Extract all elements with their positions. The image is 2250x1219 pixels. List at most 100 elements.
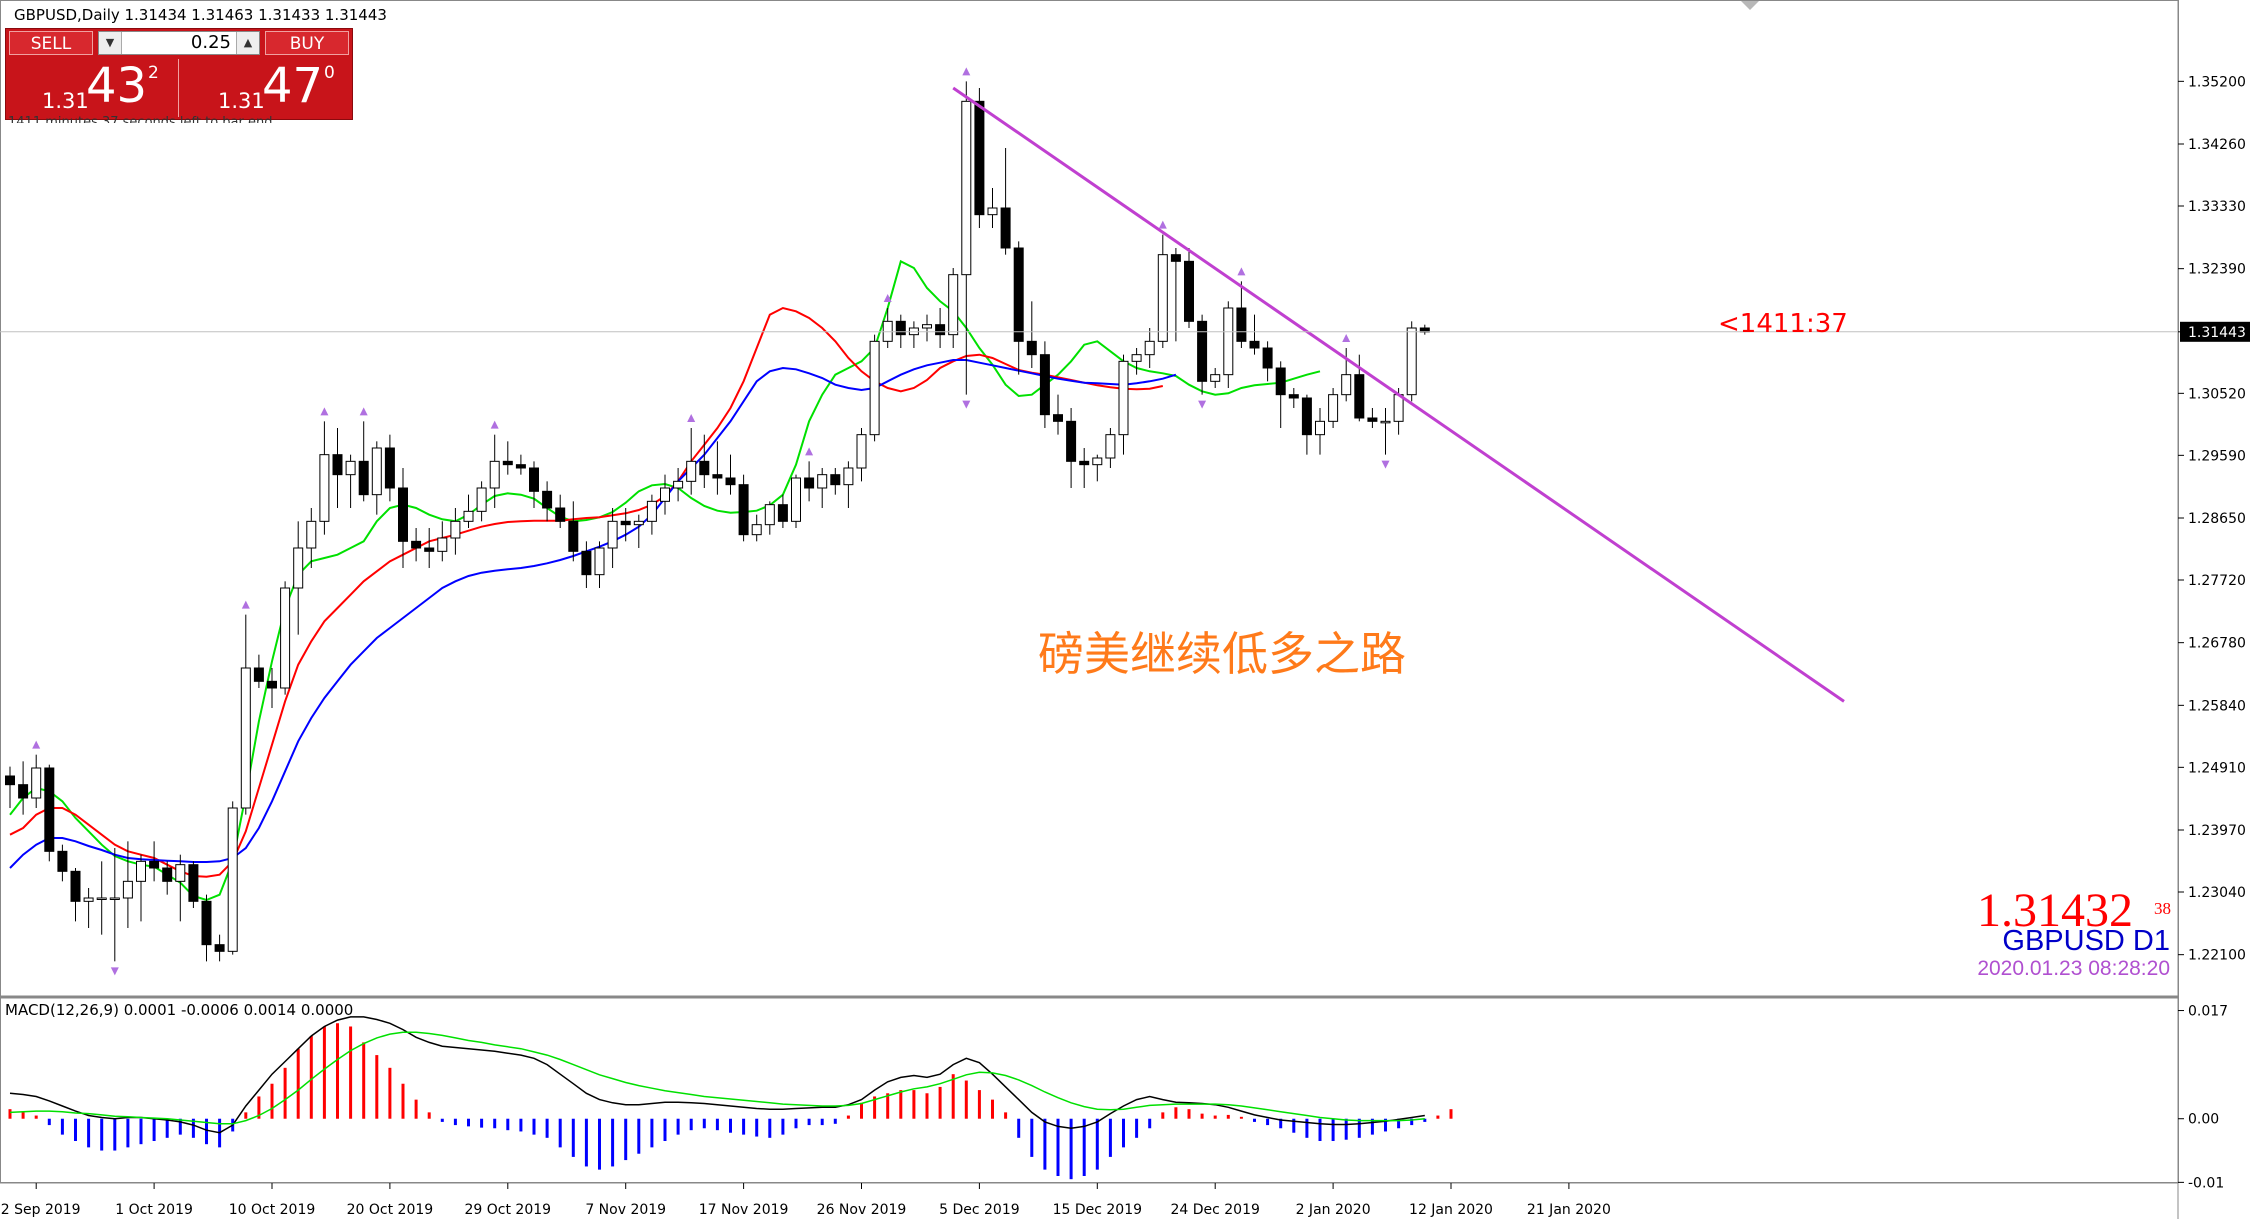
candle-bull	[791, 477, 801, 522]
lot-size-field[interactable]: ▼ 0.25 ▲	[98, 31, 260, 55]
lot-size-value[interactable]: 0.25	[190, 32, 231, 53]
candle-bear	[515, 464, 526, 469]
chart-header: GBPUSD,Daily 1.31434 1.31463 1.31433 1.3…	[14, 6, 387, 24]
lot-increase-icon[interactable]: ▲	[236, 32, 259, 54]
sell-price[interactable]: 1.31 43 2	[8, 59, 179, 117]
buy-price[interactable]: 1.31 47 0	[184, 59, 354, 117]
price-tick-label: 1.26780	[2188, 636, 2246, 652]
current-price-box	[2180, 321, 2250, 342]
macd-signal-line	[9, 1031, 1425, 1125]
macd-tick-label: -0.01	[2188, 1175, 2224, 1191]
current-price-big: 1.31432	[1977, 884, 2133, 937]
countdown-label: <1411:37	[1718, 309, 1848, 339]
candle-bear	[974, 100, 985, 216]
candle-bull	[686, 460, 697, 482]
fractal-up-marker	[359, 407, 368, 416]
candle-bear	[424, 547, 435, 552]
fractal-up-marker	[805, 447, 814, 456]
candle-bull	[1105, 434, 1116, 459]
candle-bull	[1406, 327, 1417, 396]
macd-tick-label: 0.017	[2188, 1004, 2228, 1020]
current-price-sup: 38	[2154, 899, 2171, 918]
candle-bear	[1262, 347, 1273, 369]
datetime-label: 2020.01.23 08:28:20	[1977, 957, 2170, 980]
candle-bull	[1393, 394, 1404, 422]
time-tick-label: 10 Oct 2019	[229, 1202, 316, 1218]
sell-button[interactable]: SELL	[9, 31, 93, 55]
candle-bear	[699, 460, 710, 476]
candle-bull	[122, 880, 133, 899]
chart-shift-marker[interactable]	[1741, 1, 1759, 10]
candle-bull	[961, 100, 972, 276]
fractal-up-marker	[1158, 220, 1167, 229]
candle-bear	[1170, 254, 1181, 262]
candle-bear	[1039, 354, 1050, 416]
trendline[interactable]	[952, 86, 1845, 703]
candle-bull	[646, 500, 657, 522]
candle-bull	[948, 274, 959, 336]
fractal-up-marker	[320, 407, 329, 416]
price-tick-label: 1.34260	[2188, 137, 2246, 153]
candle-bear	[1236, 307, 1247, 342]
candle-bull	[463, 510, 474, 522]
candle-bull	[751, 524, 762, 536]
candle-bear	[1275, 367, 1286, 396]
candle-bear	[57, 850, 68, 872]
candle-bear	[214, 944, 225, 952]
candle-bear	[188, 864, 199, 902]
candle-bear	[267, 680, 277, 689]
time-tick-label: 2 Jan 2020	[1296, 1202, 1371, 1218]
candle-bull	[660, 487, 670, 502]
macd-tick-label: 0.00	[2188, 1112, 2219, 1128]
candle-bull	[1210, 374, 1221, 382]
candle-bull	[1328, 394, 1339, 422]
time-axis: 22 Sep 2019 1 Oct 2019 10 Oct 2019 20 Oct 2…	[0, 1183, 1611, 1218]
one-click-trade-panel: SELL ▼ 0.25 ▲ BUY 1.31 43 2 1.31 47 0	[5, 28, 353, 120]
candle-bear	[529, 467, 539, 492]
candle-bear	[1184, 260, 1194, 322]
candle-bull	[1131, 354, 1142, 362]
price-tick-label: 1.27720	[2188, 573, 2246, 589]
macd-header: MACD(12,26,9) 0.0001 -0.0006 0.0014 0.00…	[5, 1001, 353, 1019]
symbol-label: GBPUSD D1	[2002, 925, 2170, 957]
candle-bear	[411, 540, 422, 549]
lot-decrease-icon[interactable]: ▼	[99, 32, 122, 54]
candle-bear	[830, 474, 841, 486]
candle-bull	[1157, 254, 1168, 342]
ma-slow-line	[9, 359, 1177, 869]
candle-bear	[895, 320, 906, 336]
trendline-group	[952, 86, 1845, 703]
candle-bear	[1367, 417, 1378, 422]
buy-button[interactable]: BUY	[265, 31, 349, 55]
candle-bull	[607, 520, 618, 549]
candle-bull	[371, 447, 382, 496]
candle-bull	[109, 897, 120, 900]
candle-bull	[987, 207, 998, 216]
fractal-down-marker	[962, 400, 971, 409]
candle-bear	[149, 860, 160, 869]
time-tick-label: 21 Jan 2020	[1527, 1202, 1611, 1218]
price-axis: 1.35200 1.34260 1.33330 1.32390 1.31443 1.305…	[0, 74, 2250, 964]
bar-countdown-note: 1411 minutes 37 seconds left to bar end	[8, 115, 273, 123]
candle-bull	[175, 864, 186, 882]
candle-bull	[345, 460, 356, 476]
candle-bull	[922, 324, 932, 329]
time-tick-label: 5 Dec 2019	[939, 1202, 1020, 1218]
candle-bull	[319, 454, 330, 522]
candle-bear	[568, 520, 579, 552]
candle-bull	[293, 547, 304, 589]
candle-bear	[1197, 320, 1208, 382]
buy-price-main: 47	[262, 58, 324, 114]
price-tick-label: 1.29590	[2188, 448, 2246, 464]
price-tick-label: 1.24910	[2188, 760, 2246, 776]
fractal-markers	[32, 67, 1390, 976]
fractal-up-marker	[241, 600, 250, 609]
sell-price-main: 43	[86, 58, 148, 114]
macd-pane	[8, 1016, 1453, 1180]
time-tick-label: 1 Oct 2019	[115, 1202, 193, 1218]
price-tick-label: 1.31443	[2188, 325, 2246, 341]
candle-bull	[817, 474, 828, 489]
time-tick-label: 24 Dec 2019	[1170, 1202, 1259, 1218]
candle-bull	[306, 520, 317, 549]
